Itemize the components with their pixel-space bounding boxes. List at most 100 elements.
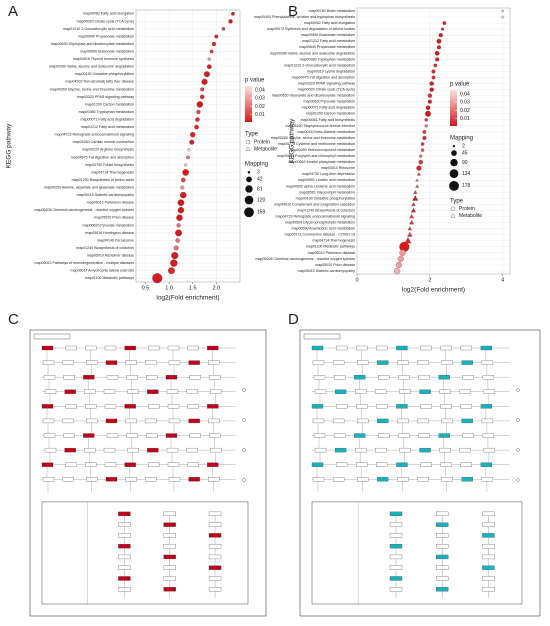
protein-point [206, 64, 212, 70]
map-node [146, 433, 158, 438]
y-tick-label: map00071 Fatty acid degradation [301, 106, 355, 110]
protein-point [429, 87, 434, 92]
pathway-node [389, 576, 403, 581]
map-node [461, 477, 473, 482]
map-node [396, 404, 408, 409]
y-tick-label: map00380 Tryptophan metabolism [79, 110, 134, 114]
map-node [125, 477, 137, 482]
map-node [332, 418, 345, 424]
y-tick-label: map04932 Non-alcoholic fatty liver disea… [65, 80, 134, 84]
y-tick-label: map00592 alpha-Linolenic acid metabolism [286, 184, 355, 188]
color-tick-label: 0.03 [255, 96, 265, 102]
map-node [208, 418, 220, 424]
map-node [439, 389, 451, 394]
protein-point [431, 75, 436, 80]
plot-area [135, 9, 241, 283]
map-node [355, 447, 367, 453]
protein-point [442, 21, 447, 25]
map-node [376, 404, 388, 409]
map-node [332, 360, 345, 365]
map-node [166, 447, 179, 453]
map-node [378, 375, 390, 380]
x-tick-label: 1.5 [189, 285, 197, 291]
map-node [335, 404, 348, 409]
map-node [208, 477, 220, 482]
map-node [126, 433, 138, 438]
map-node [125, 418, 137, 424]
protein-point [395, 261, 402, 268]
y-tick-label: map05016 Huntington disease [85, 231, 134, 235]
y-tick-label: map00250 Alanine, aspartate and glutamat… [44, 186, 134, 190]
size-key-label: 45 [462, 150, 468, 156]
inner-frame [311, 501, 523, 605]
map-node [375, 389, 387, 394]
map-node [41, 462, 54, 467]
map-node [188, 477, 200, 482]
map-node [210, 447, 222, 453]
pathway-node [482, 533, 495, 538]
x-tick-label: 0.5 [142, 285, 150, 291]
pathway-node [118, 544, 131, 549]
legend-label: Metabolite [254, 146, 277, 152]
map-node [188, 360, 200, 365]
y-tick-label: map04730 Long-term depression [302, 172, 355, 176]
pathway-node [163, 587, 176, 592]
pathway-node [163, 576, 176, 581]
map-node [396, 462, 408, 467]
map-node [104, 345, 117, 351]
map-node [167, 462, 180, 467]
pathway-node [118, 533, 131, 538]
protein-point [429, 81, 434, 86]
legend-key [450, 213, 456, 218]
y-tick-label: map01100 Metabolic pathways [85, 276, 134, 280]
map-node [42, 360, 55, 365]
map-node [420, 404, 432, 409]
protein-point [501, 15, 505, 19]
map-node [64, 447, 76, 453]
size-key-label: 2 [462, 143, 465, 149]
pathway-node [118, 587, 131, 592]
map-node [85, 404, 97, 409]
y-tick-label: map04610 Complement and coagulation casc… [274, 202, 355, 206]
map-node [334, 389, 347, 394]
map-node [481, 360, 494, 365]
panel-label: D [288, 311, 299, 328]
map-node [335, 462, 348, 467]
pathway-node [208, 554, 222, 560]
map-node [356, 345, 368, 351]
y-tick-label: map00071 Fatty acid degradation [80, 118, 134, 122]
y-tick-label: map00790 Folate biosynthesis [85, 163, 134, 167]
map-node [207, 345, 219, 351]
map-compound [242, 388, 246, 392]
y-tick-label: map03010 Ribosome [321, 166, 355, 170]
pathway-node [208, 576, 222, 581]
legend-title: Type [245, 132, 259, 138]
protein-point [203, 71, 210, 78]
map-node [462, 375, 474, 380]
size-key [452, 145, 456, 148]
map-node [188, 418, 200, 424]
pathway-node [163, 554, 176, 560]
size-key-label: 42 [257, 177, 263, 183]
protein-point [201, 78, 208, 85]
map-node [396, 345, 408, 351]
pathway-node [389, 587, 403, 592]
metabolite-point [410, 207, 417, 213]
pathway-node [389, 511, 403, 517]
metabolite-point [412, 195, 419, 201]
pathway-node [208, 565, 222, 570]
legend-label: Protein [254, 139, 270, 145]
y-tick-label: map00260 Glycine, serine and threonine m… [271, 136, 355, 140]
map-node [480, 345, 493, 351]
y-tick-label: map04723 Retrograde endocannabinoid sign… [275, 215, 355, 219]
pathway-node [482, 587, 495, 592]
map-node [378, 433, 390, 438]
map-node [357, 360, 369, 365]
map-node [377, 360, 389, 365]
map-node [335, 345, 348, 351]
map-node [311, 462, 324, 467]
map-node [85, 462, 97, 467]
color-tick-label: 0.04 [255, 87, 265, 93]
y-tick-label: map00062 Fatty acid elongation [304, 21, 355, 25]
map-node [83, 433, 95, 438]
